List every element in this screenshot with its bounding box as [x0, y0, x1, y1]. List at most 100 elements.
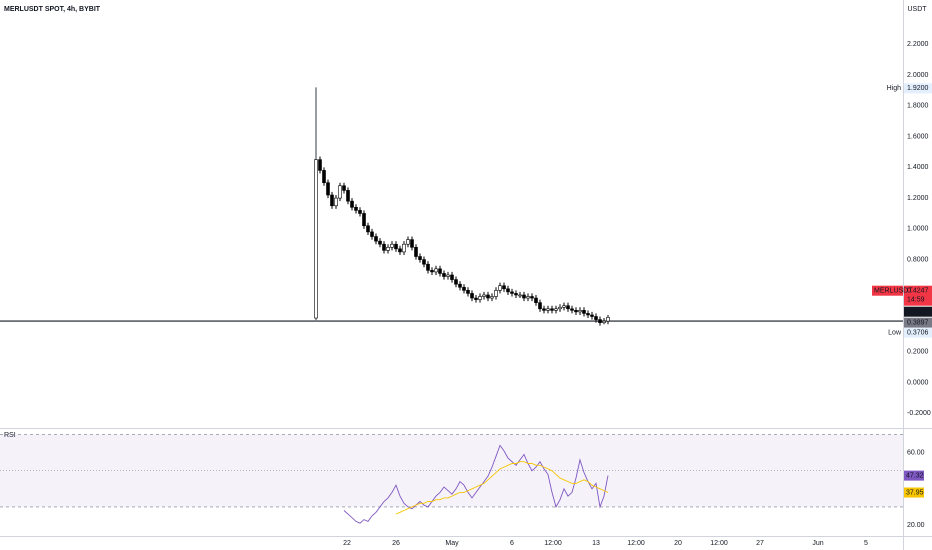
x-tick-label: 22: [343, 540, 351, 547]
candle-body: [326, 182, 330, 196]
candle-body: [478, 296, 482, 300]
x-tick-label: 6: [510, 540, 514, 547]
candle-body: [358, 210, 362, 214]
symbol-title: MERLUSDT SPOT, 4h, BYBIT: [4, 6, 101, 13]
candle-body: [502, 285, 506, 290]
y-tick-label: 20.00: [907, 522, 925, 529]
candle-body: [426, 263, 430, 271]
marker-name: Low: [888, 329, 902, 336]
candle-body: [394, 243, 398, 250]
symbol-label-box: [872, 285, 903, 296]
candle-body: [318, 159, 322, 171]
y-tick-label: 1.6000: [907, 133, 929, 140]
candle-body: [514, 293, 518, 296]
candle-body: [474, 297, 478, 300]
candle-body: [574, 310, 578, 313]
candle-body: [430, 270, 434, 273]
candle-body: [486, 294, 490, 299]
candle-body: [382, 243, 386, 251]
candle-body: [410, 239, 414, 248]
candle-body: [594, 316, 598, 320]
x-tick-label: 27: [756, 540, 764, 547]
price-label: 0.3897: [907, 320, 929, 327]
x-tick-label: 12:00: [627, 540, 645, 547]
y-tick-label: 1.4000: [907, 164, 929, 171]
candle-body: [386, 246, 390, 251]
symbol-label: MERLUSDT: [874, 288, 913, 295]
candle-body: [350, 200, 354, 208]
candle-body: [546, 308, 550, 311]
candle-body: [542, 308, 546, 311]
candle-body: [402, 243, 406, 253]
candle-body: [522, 294, 526, 299]
candle-body: [494, 290, 498, 297]
candle-body: [466, 290, 470, 294]
rsi-value-box: [904, 487, 924, 498]
candle-body: [598, 319, 602, 323]
price-label-time: 14:59: [907, 297, 925, 304]
candle-body: [450, 274, 454, 280]
candle-body: [442, 273, 446, 277]
candle-body: [338, 185, 342, 199]
candle-body: [314, 159, 318, 319]
candle-body: [518, 294, 522, 297]
rsi-value-label: 37.95: [906, 489, 924, 496]
candle-body: [498, 285, 502, 291]
candle-body: [374, 236, 378, 242]
x-tick-label: 20: [674, 540, 682, 547]
y-tick-label: 0.8000: [907, 256, 929, 263]
candle-body: [606, 317, 610, 322]
x-tick-label: May: [445, 540, 459, 547]
candle-body: [342, 185, 346, 191]
marker-box: [904, 83, 932, 94]
marker-box: [904, 327, 932, 338]
candle-body: [446, 274, 450, 277]
candle-body: [322, 170, 326, 184]
marker-name: High: [887, 85, 902, 92]
candle-body: [590, 314, 594, 317]
candle-body: [346, 190, 350, 202]
y-tick-label: 0.2000: [907, 349, 929, 356]
candle-body: [578, 310, 582, 313]
x-tick-label: Jun: [812, 540, 823, 547]
candle-body: [562, 305, 566, 308]
candle-body: [602, 320, 606, 323]
candle-body: [470, 293, 474, 299]
candle-body: [418, 256, 422, 260]
candle-body: [566, 305, 570, 310]
candle-body: [398, 248, 402, 253]
x-tick-label: 12:00: [544, 540, 562, 547]
candle-body: [406, 239, 410, 245]
candle-body: [454, 279, 458, 285]
candle-body: [582, 310, 586, 314]
y-tick-label: 1.2000: [907, 195, 929, 202]
candle-body: [550, 308, 554, 311]
candle-body: [570, 308, 574, 311]
candle-body: [414, 246, 418, 257]
y-tick-label: 60.00: [907, 450, 925, 457]
candle-body: [554, 308, 558, 311]
candle-body: [378, 240, 382, 245]
candle-body: [362, 213, 366, 227]
candle-body: [354, 207, 358, 211]
candle-body: [538, 302, 542, 310]
y-tick-label: 0.0000: [907, 379, 929, 386]
price-label: 0.4005: [907, 309, 929, 316]
candle-body: [558, 306, 562, 310]
x-tick-label: 12:00: [710, 540, 728, 547]
rsi-value-box: [904, 470, 924, 481]
candle-body: [390, 243, 394, 248]
rsi-line: [395, 461, 609, 515]
price-label-box: [904, 306, 932, 317]
currency-label: USDT: [907, 6, 927, 13]
y-tick-label: 1.0000: [907, 226, 929, 233]
candle-body: [330, 194, 334, 207]
rsi-line: [343, 444, 609, 524]
x-tick-label: 5: [864, 540, 868, 547]
candle-body: [366, 225, 370, 233]
price-label-box: [904, 285, 932, 306]
candle-body: [438, 268, 442, 274]
